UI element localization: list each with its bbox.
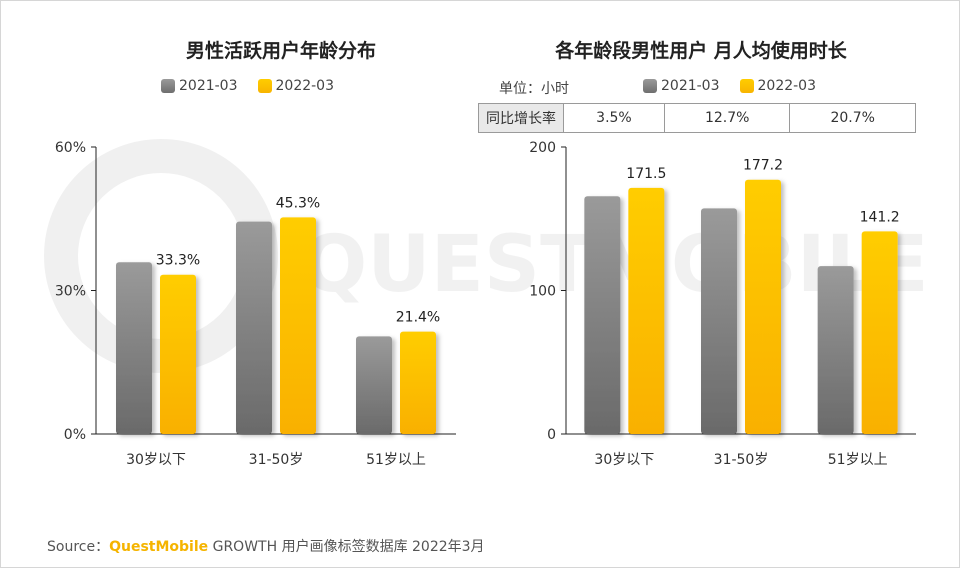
bar-2022	[628, 187, 665, 434]
y-tick-label: 0	[547, 427, 556, 443]
yoy-growth-table: 同比增长率 3.5% 12.7% 20.7%	[478, 103, 916, 133]
data-label: 177.2	[743, 158, 783, 174]
bar-2022	[400, 331, 436, 434]
legend-item-2022: 2022-03	[257, 78, 335, 94]
bar-2021	[356, 336, 392, 434]
bar-2021	[116, 262, 152, 434]
y-tick-label: 60%	[55, 140, 86, 156]
legend-label-2021: 2021-03	[661, 78, 720, 94]
bar-2022	[861, 231, 898, 434]
data-label: 33.3%	[156, 253, 200, 269]
yoy-value-31-50: 12.7%	[663, 103, 791, 133]
yoy-value-51-plus: 20.7%	[789, 103, 916, 133]
source-brand: QuestMobile	[109, 539, 209, 555]
left-bar-chart: 0% 30% 60% 33.3% 30岁以下 45.3% 31-50岁 21.4% 51岁以上	[55, 140, 456, 468]
x-category-label: 31-50岁	[714, 452, 769, 468]
data-label: 21.4%	[396, 310, 440, 326]
yoy-value-30-under: 3.5%	[563, 103, 665, 133]
x-category-label: 30岁以下	[594, 452, 654, 468]
x-category-label: 51岁以上	[828, 452, 888, 468]
bar-2021	[701, 208, 737, 434]
left-chart-title: 男性活跃用户年龄分布	[185, 40, 376, 62]
source-rest: GROWTH 用户画像标签数据库 2022年3月	[208, 539, 485, 555]
yoy-row: 同比增长率 3.5% 12.7% 20.7%	[478, 103, 916, 133]
data-label: 141.2	[860, 209, 900, 225]
y-tick-label: 0%	[64, 427, 86, 443]
legend-swatch-2021	[161, 79, 175, 93]
y-tick-label: 100	[529, 284, 556, 300]
x-category-label: 30岁以下	[126, 452, 186, 468]
right-chart-title: 各年龄段男性用户 月人均使用时长	[555, 40, 847, 62]
bar-2022	[745, 179, 781, 434]
bar-2021	[817, 266, 854, 434]
legend-label-2022: 2022-03	[275, 78, 335, 94]
source-note: Source：QuestMobile GROWTH 用户画像标签数据库 2022…	[47, 536, 485, 556]
y-tick-label: 30%	[55, 284, 86, 300]
bar-2021	[236, 221, 272, 434]
yoy-header: 同比增长率	[478, 103, 564, 133]
unit-label: 单位：小时	[499, 81, 569, 97]
y-tick-label: 200	[529, 140, 556, 156]
source-prefix: Source：	[47, 539, 110, 555]
right-legend: 2021-03 2022-03	[643, 78, 816, 94]
left-legend: 2021-03 2022-03	[161, 78, 334, 94]
legend-swatch-2021	[643, 79, 657, 93]
legend-swatch-2022	[739, 79, 754, 93]
legend-item-2021: 2021-03	[643, 78, 720, 94]
legend-label-2021: 2021-03	[179, 78, 238, 94]
bar-2021	[584, 196, 621, 434]
x-category-label: 51岁以上	[366, 452, 426, 468]
right-bar-chart: 0 100 200 171.5 30岁以下 177.2 31-50岁 141.2 51岁以上	[529, 140, 916, 468]
bar-2022	[160, 274, 196, 434]
data-label: 45.3%	[276, 195, 320, 211]
legend-swatch-2022	[257, 79, 272, 93]
legend-label-2022: 2022-03	[757, 78, 817, 94]
legend-item-2021: 2021-03	[161, 78, 238, 94]
x-category-label: 31-50岁	[249, 452, 304, 468]
data-label: 171.5	[626, 166, 666, 182]
legend-item-2022: 2022-03	[739, 78, 817, 94]
bar-2022	[280, 217, 316, 434]
